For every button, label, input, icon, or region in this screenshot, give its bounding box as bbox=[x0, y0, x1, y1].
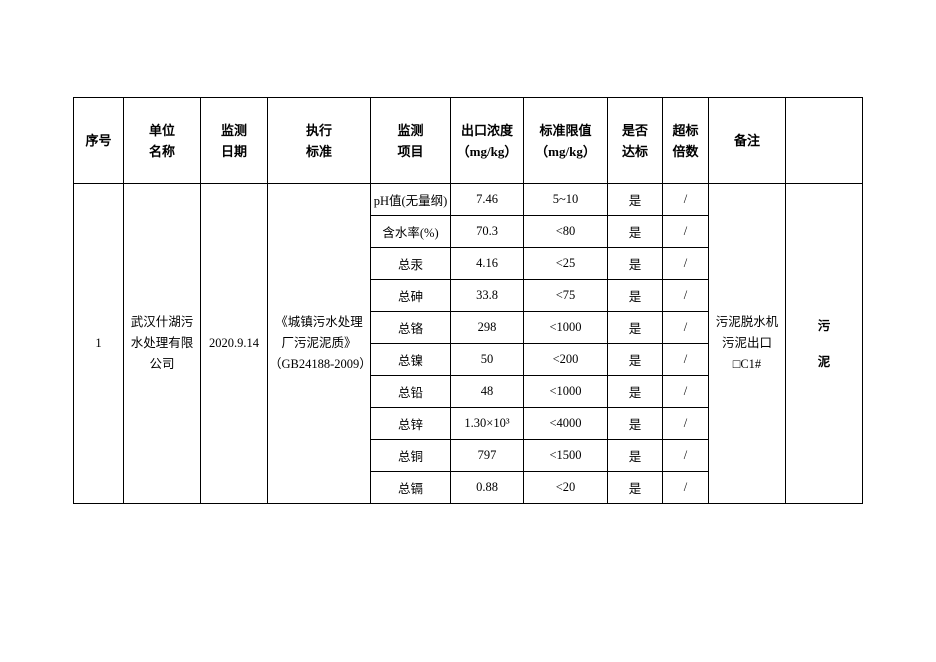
cell-concentration: 0.88 bbox=[450, 471, 524, 504]
header-remark: 备注 bbox=[708, 97, 786, 184]
cell-limit: <1500 bbox=[523, 439, 608, 472]
cell-company-name: 武汉什湖污 水处理有限 公司 bbox=[123, 183, 201, 504]
cell-item: 总汞 bbox=[370, 247, 451, 280]
header-item: 监测 项目 bbox=[370, 97, 451, 184]
cell-compliant: 是 bbox=[607, 407, 663, 440]
cell-concentration: 33.8 bbox=[450, 279, 524, 312]
header-seq: 序号 bbox=[73, 97, 124, 184]
cell-item: 总镉 bbox=[370, 471, 451, 504]
table-row: 总锌 1.30×10³ <4000 是 / bbox=[74, 407, 863, 440]
cell-limit: <4000 bbox=[523, 407, 608, 440]
table-row: 1 武汉什湖污 水处理有限 公司 2020.9.14 《城镇污水处理 厂污泥泥质… bbox=[73, 183, 863, 504]
cell-compliant: 是 bbox=[607, 247, 663, 280]
cell-ratio: / bbox=[662, 311, 709, 344]
cell-ratio: / bbox=[662, 439, 709, 472]
cell-limit: <1000 bbox=[523, 375, 608, 408]
cell-ratio: / bbox=[662, 279, 709, 312]
cell-seq: 1 bbox=[73, 183, 124, 504]
cell-ratio: / bbox=[662, 375, 709, 408]
cell-standard: 《城镇污水处理 厂污泥泥质》 （GB24188-2009） bbox=[267, 183, 371, 504]
cell-compliant: 是 bbox=[607, 471, 663, 504]
header-company: 单位 名称 bbox=[123, 97, 201, 184]
cell-concentration: 48 bbox=[450, 375, 524, 408]
cell-item: 总砷 bbox=[370, 279, 451, 312]
cell-remark: 污泥脱水机 污泥出口 □C1# bbox=[708, 183, 786, 504]
cell-ratio: / bbox=[662, 183, 709, 216]
cell-compliant: 是 bbox=[607, 343, 663, 376]
cell-limit: <20 bbox=[523, 471, 608, 504]
header-limit: 标准限值 （mg/kg） bbox=[523, 97, 608, 184]
cell-concentration: 7.46 bbox=[450, 183, 524, 216]
header-date: 监测 日期 bbox=[200, 97, 268, 184]
cell-compliant: 是 bbox=[607, 375, 663, 408]
cell-limit: 5~10 bbox=[523, 183, 608, 216]
table-row: 含水率(%) 70.3 <80 是 / bbox=[74, 215, 863, 248]
cell-item: 总铅 bbox=[370, 375, 451, 408]
cell-concentration: 50 bbox=[450, 343, 524, 376]
cell-concentration: 70.3 bbox=[450, 215, 524, 248]
cell-compliant: 是 bbox=[607, 183, 663, 216]
header-ratio: 超标 倍数 bbox=[662, 97, 709, 184]
cell-limit: <200 bbox=[523, 343, 608, 376]
cell-item: pH值(无量纲) bbox=[370, 183, 451, 216]
cell-compliant: 是 bbox=[607, 279, 663, 312]
cell-ratio: / bbox=[662, 471, 709, 504]
cell-limit: <80 bbox=[523, 215, 608, 248]
table-row: 总铬 298 <1000 是 / bbox=[74, 311, 863, 344]
table-row: 总镍 50 <200 是 / bbox=[74, 343, 863, 376]
cell-ratio: / bbox=[662, 407, 709, 440]
cell-concentration: 4.16 bbox=[450, 247, 524, 280]
cell-compliant: 是 bbox=[607, 439, 663, 472]
header-compliant: 是否 达标 bbox=[607, 97, 663, 184]
header-concentration: 出口浓度 （mg/kg） bbox=[450, 97, 524, 184]
table-row: 总汞 4.16 <25 是 / bbox=[74, 247, 863, 280]
cell-limit: <1000 bbox=[523, 311, 608, 344]
cell-monitor-date: 2020.9.14 bbox=[200, 183, 268, 504]
header-standard: 执行 标准 bbox=[267, 97, 371, 184]
sludge-monitoring-table: 序号 单位 名称 监测 日期 执行 标准 监测 项目 出口浓度 （mg/kg） … bbox=[73, 97, 863, 504]
cell-item: 总铜 bbox=[370, 439, 451, 472]
table-row: 总铅 48 <1000 是 / bbox=[74, 375, 863, 408]
cell-item: 总锌 bbox=[370, 407, 451, 440]
cell-ratio: / bbox=[662, 247, 709, 280]
cell-compliant: 是 bbox=[607, 215, 663, 248]
cell-item: 总镍 bbox=[370, 343, 451, 376]
cell-item: 含水率(%) bbox=[370, 215, 451, 248]
cell-concentration: 797 bbox=[450, 439, 524, 472]
cell-concentration: 1.30×10³ bbox=[450, 407, 524, 440]
table-row: 总镉 0.88 <20 是 / bbox=[74, 471, 863, 504]
cell-concentration: 298 bbox=[450, 311, 524, 344]
cell-ratio: / bbox=[662, 215, 709, 248]
cell-limit: <25 bbox=[523, 247, 608, 280]
header-row: 序号 单位 名称 监测 日期 执行 标准 监测 项目 出口浓度 （mg/kg） … bbox=[73, 97, 863, 184]
cell-category: 污 泥 bbox=[785, 183, 863, 504]
cell-limit: <75 bbox=[523, 279, 608, 312]
header-category bbox=[785, 97, 863, 184]
cell-compliant: 是 bbox=[607, 311, 663, 344]
cell-ratio: / bbox=[662, 343, 709, 376]
cell-item: 总铬 bbox=[370, 311, 451, 344]
